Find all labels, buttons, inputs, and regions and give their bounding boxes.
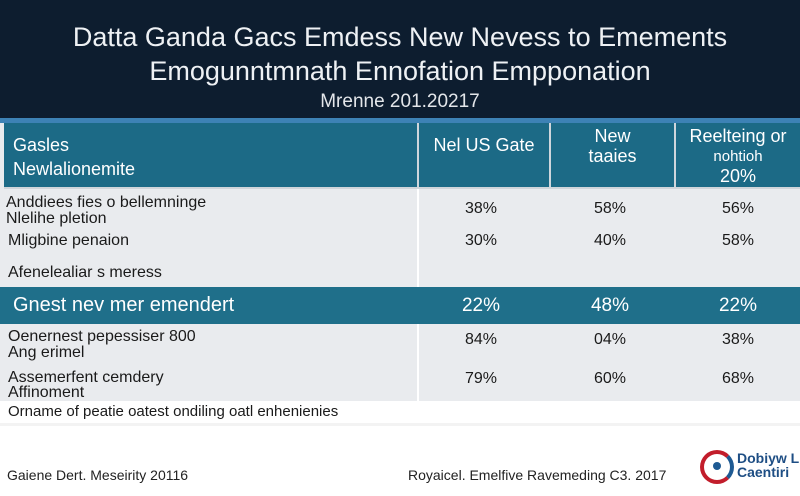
row3-value-col3: 38% bbox=[721, 331, 755, 348]
logo-mark-icon bbox=[700, 450, 734, 484]
report-date: Mrenne 201.20217 bbox=[320, 91, 480, 112]
highlight-value-col2: 48% bbox=[590, 295, 630, 316]
data-table: Gasles Newlalionemite Nel US Gate New ta… bbox=[0, 123, 800, 401]
logo-text: Dobiyw L Caentiri bbox=[737, 451, 799, 479]
column-divider bbox=[417, 123, 419, 189]
footnote: Orname of peatie oatest ondiling oatl en… bbox=[8, 403, 339, 420]
highlight-row: Gnest nev mer emendert 22% 48% 22% bbox=[0, 287, 800, 324]
row1-value-col1: 38% bbox=[464, 200, 498, 217]
row3-value-col2: 04% bbox=[593, 331, 627, 348]
header-col0-line1: Gasles bbox=[13, 135, 70, 155]
row4-value-col3: 68% bbox=[721, 370, 755, 387]
row3-label-line1: Oenernest pepessiser 800 bbox=[8, 328, 196, 345]
footer-source-left: Gaiene Dert. Meseirity 20116 bbox=[7, 467, 189, 483]
highlight-value-col1: 22% bbox=[461, 295, 501, 316]
row2-label: Mligbine penaion bbox=[8, 232, 129, 249]
row4-label-line1: Assemerfent cemdery bbox=[8, 369, 164, 386]
header-accent-bar bbox=[0, 118, 800, 123]
header-col0-line2: Newlalionemite bbox=[13, 159, 136, 179]
row4-value-col1: 79% bbox=[464, 370, 498, 387]
header-col3-line2: nohtioh bbox=[713, 148, 763, 165]
group1-label-line2: Nlelihe pletion bbox=[6, 210, 107, 227]
footer-source-right: Royaicel. Emelfive Ravemeding C3. 2017 bbox=[408, 467, 667, 483]
row4-label-line2: Affinoment bbox=[8, 384, 85, 401]
column-divider bbox=[549, 123, 551, 189]
row1-value-col2: 58% bbox=[593, 200, 627, 217]
row3-value-col1: 84% bbox=[464, 331, 498, 348]
highlight-value-col3: 22% bbox=[718, 295, 758, 316]
header-col2-line1: New bbox=[594, 126, 631, 146]
header-col1: Nel US Gate bbox=[433, 135, 535, 155]
row2-value-col2: 40% bbox=[593, 232, 627, 249]
report-title: Datta Ganda Gacs Emdess New Nevess to Em… bbox=[72, 22, 728, 52]
group1-label-line1: Anddiees fies o bellemninge bbox=[6, 194, 207, 211]
group1-subhead: Afenelealiar s meress bbox=[8, 264, 162, 281]
divider bbox=[0, 423, 800, 426]
header-col2-line2: taaies bbox=[588, 146, 637, 166]
header-col3-line3: 20% bbox=[719, 166, 757, 186]
report-subtitle: Emogunntmnath Ennofation Empponation bbox=[149, 56, 651, 86]
row1-value-col3: 56% bbox=[721, 200, 755, 217]
report-header: Datta Ganda Gacs Emdess New Nevess to Em… bbox=[0, 0, 800, 118]
column-divider bbox=[674, 123, 676, 189]
logo-dot-icon bbox=[713, 462, 721, 470]
table-header-row: Gasles Newlalionemite Nel US Gate New ta… bbox=[4, 123, 800, 189]
brand-logo: Dobiyw L Caentiri bbox=[697, 448, 800, 492]
highlight-label: Gnest nev mer emendert bbox=[13, 294, 235, 316]
row3-label-line2: Ang erimel bbox=[8, 344, 85, 361]
logo-text-line1: Dobiyw L bbox=[737, 450, 800, 466]
logo-text-line2: Caentiri bbox=[737, 464, 790, 480]
row4-value-col2: 60% bbox=[593, 370, 627, 387]
row2-value-col1: 30% bbox=[464, 232, 498, 249]
row2-value-col3: 58% bbox=[721, 232, 755, 249]
header-col3-line1: Reelteing or bbox=[689, 126, 787, 146]
